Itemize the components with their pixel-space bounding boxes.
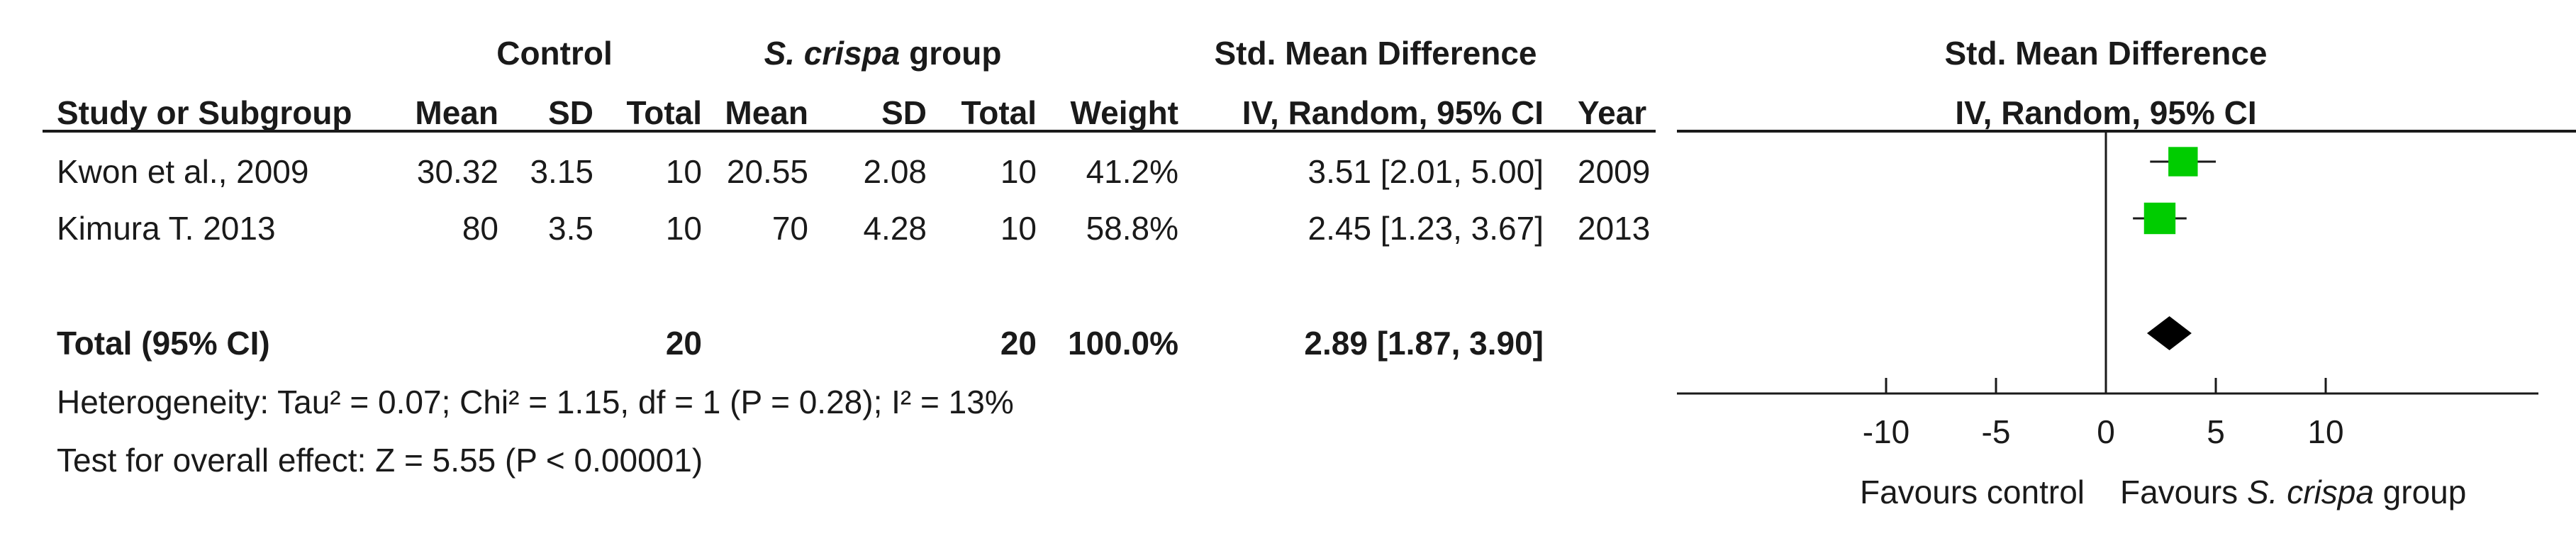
- study-exp-total: 10: [1000, 210, 1037, 247]
- favours-right-suffix: group: [2374, 474, 2466, 510]
- x-axis-tick-label: -10: [1863, 413, 1909, 450]
- x-axis-tick-label: 0: [2097, 413, 2115, 450]
- plot-subtitle: IV, Random, 95% CI: [1955, 94, 2256, 131]
- col-study: Study or Subgroup: [57, 94, 352, 131]
- heterogeneity-text: Heterogeneity: Tau² = 0.07; Chi² = 1.15,…: [57, 384, 1014, 420]
- study-point-marker: [2168, 147, 2198, 177]
- total-control-total: 20: [666, 325, 702, 362]
- col-exp-mean: Mean: [725, 94, 808, 131]
- total-weight: 100.0%: [1068, 325, 1178, 362]
- study-effect: 2.45 [1.23, 3.67]: [1308, 210, 1544, 247]
- study-point-marker: [2143, 202, 2176, 235]
- study-control-total: 10: [666, 153, 702, 190]
- overall-effect-text: Test for overall effect: Z = 5.55 (P < 0…: [57, 442, 703, 479]
- col-exp-total: Total: [961, 94, 1037, 131]
- study-year: 2013: [1578, 210, 1650, 247]
- favours-right-prefix: Favours: [2120, 474, 2247, 510]
- col-control-sd: SD: [548, 94, 593, 131]
- study-weight: 58.8%: [1086, 210, 1178, 247]
- col-control-mean: Mean: [415, 94, 498, 131]
- favours-left-label: Favours control: [1860, 474, 2085, 510]
- x-axis-tick-label: -5: [1982, 413, 2011, 450]
- total-label: Total (95% CI): [57, 325, 270, 362]
- study-exp-sd: 2.08: [863, 153, 927, 190]
- col-exp-sd: SD: [881, 94, 927, 131]
- study-name: Kwon et al., 2009: [57, 153, 308, 190]
- col-control-total: Total: [627, 94, 702, 131]
- study-exp-sd: 4.28: [863, 210, 927, 247]
- favours-right-italic: S. crispa: [2247, 474, 2374, 510]
- total-effect: 2.89 [1.87, 3.90]: [1304, 325, 1544, 362]
- study-control-mean: 30.32: [417, 153, 498, 190]
- study-name: Kimura T. 2013: [57, 210, 276, 247]
- col-year: Year: [1578, 94, 1646, 131]
- header-effect-measure: Std. Mean Difference: [1215, 35, 1537, 72]
- study-effect: 3.51 [2.01, 5.00]: [1308, 153, 1544, 190]
- study-exp-mean: 70: [772, 210, 808, 247]
- study-exp-mean: 20.55: [727, 153, 808, 190]
- total-exp-total: 20: [1000, 325, 1037, 362]
- study-markers: [2133, 147, 2216, 350]
- favours-right-label: Favours S. crispa group: [2120, 474, 2466, 510]
- x-axis-ticks: -10 -5 0 5 10: [1863, 378, 2344, 450]
- x-axis-tick-label: 5: [2207, 413, 2225, 450]
- study-control-total: 10: [666, 210, 702, 247]
- header-experimental-italic: S. crispa: [764, 35, 901, 72]
- col-weight: Weight: [1071, 94, 1178, 131]
- study-year: 2009: [1578, 153, 1650, 190]
- pooled-effect-diamond: [2146, 316, 2192, 350]
- study-control-sd: 3.5: [548, 210, 593, 247]
- col-effect: IV, Random, 95% CI: [1242, 94, 1544, 131]
- study-weight: 41.2%: [1086, 153, 1178, 190]
- study-control-mean: 80: [462, 210, 498, 247]
- plot-title: Std. Mean Difference: [1945, 35, 2268, 72]
- study-exp-total: 10: [1000, 153, 1037, 190]
- header-experimental-group: S. crispa group: [764, 35, 1002, 72]
- header-control-group: Control: [496, 35, 613, 72]
- x-axis-tick-label: 10: [2307, 413, 2343, 450]
- header-experimental-suffix: group: [900, 35, 1001, 72]
- study-control-sd: 3.15: [530, 153, 593, 190]
